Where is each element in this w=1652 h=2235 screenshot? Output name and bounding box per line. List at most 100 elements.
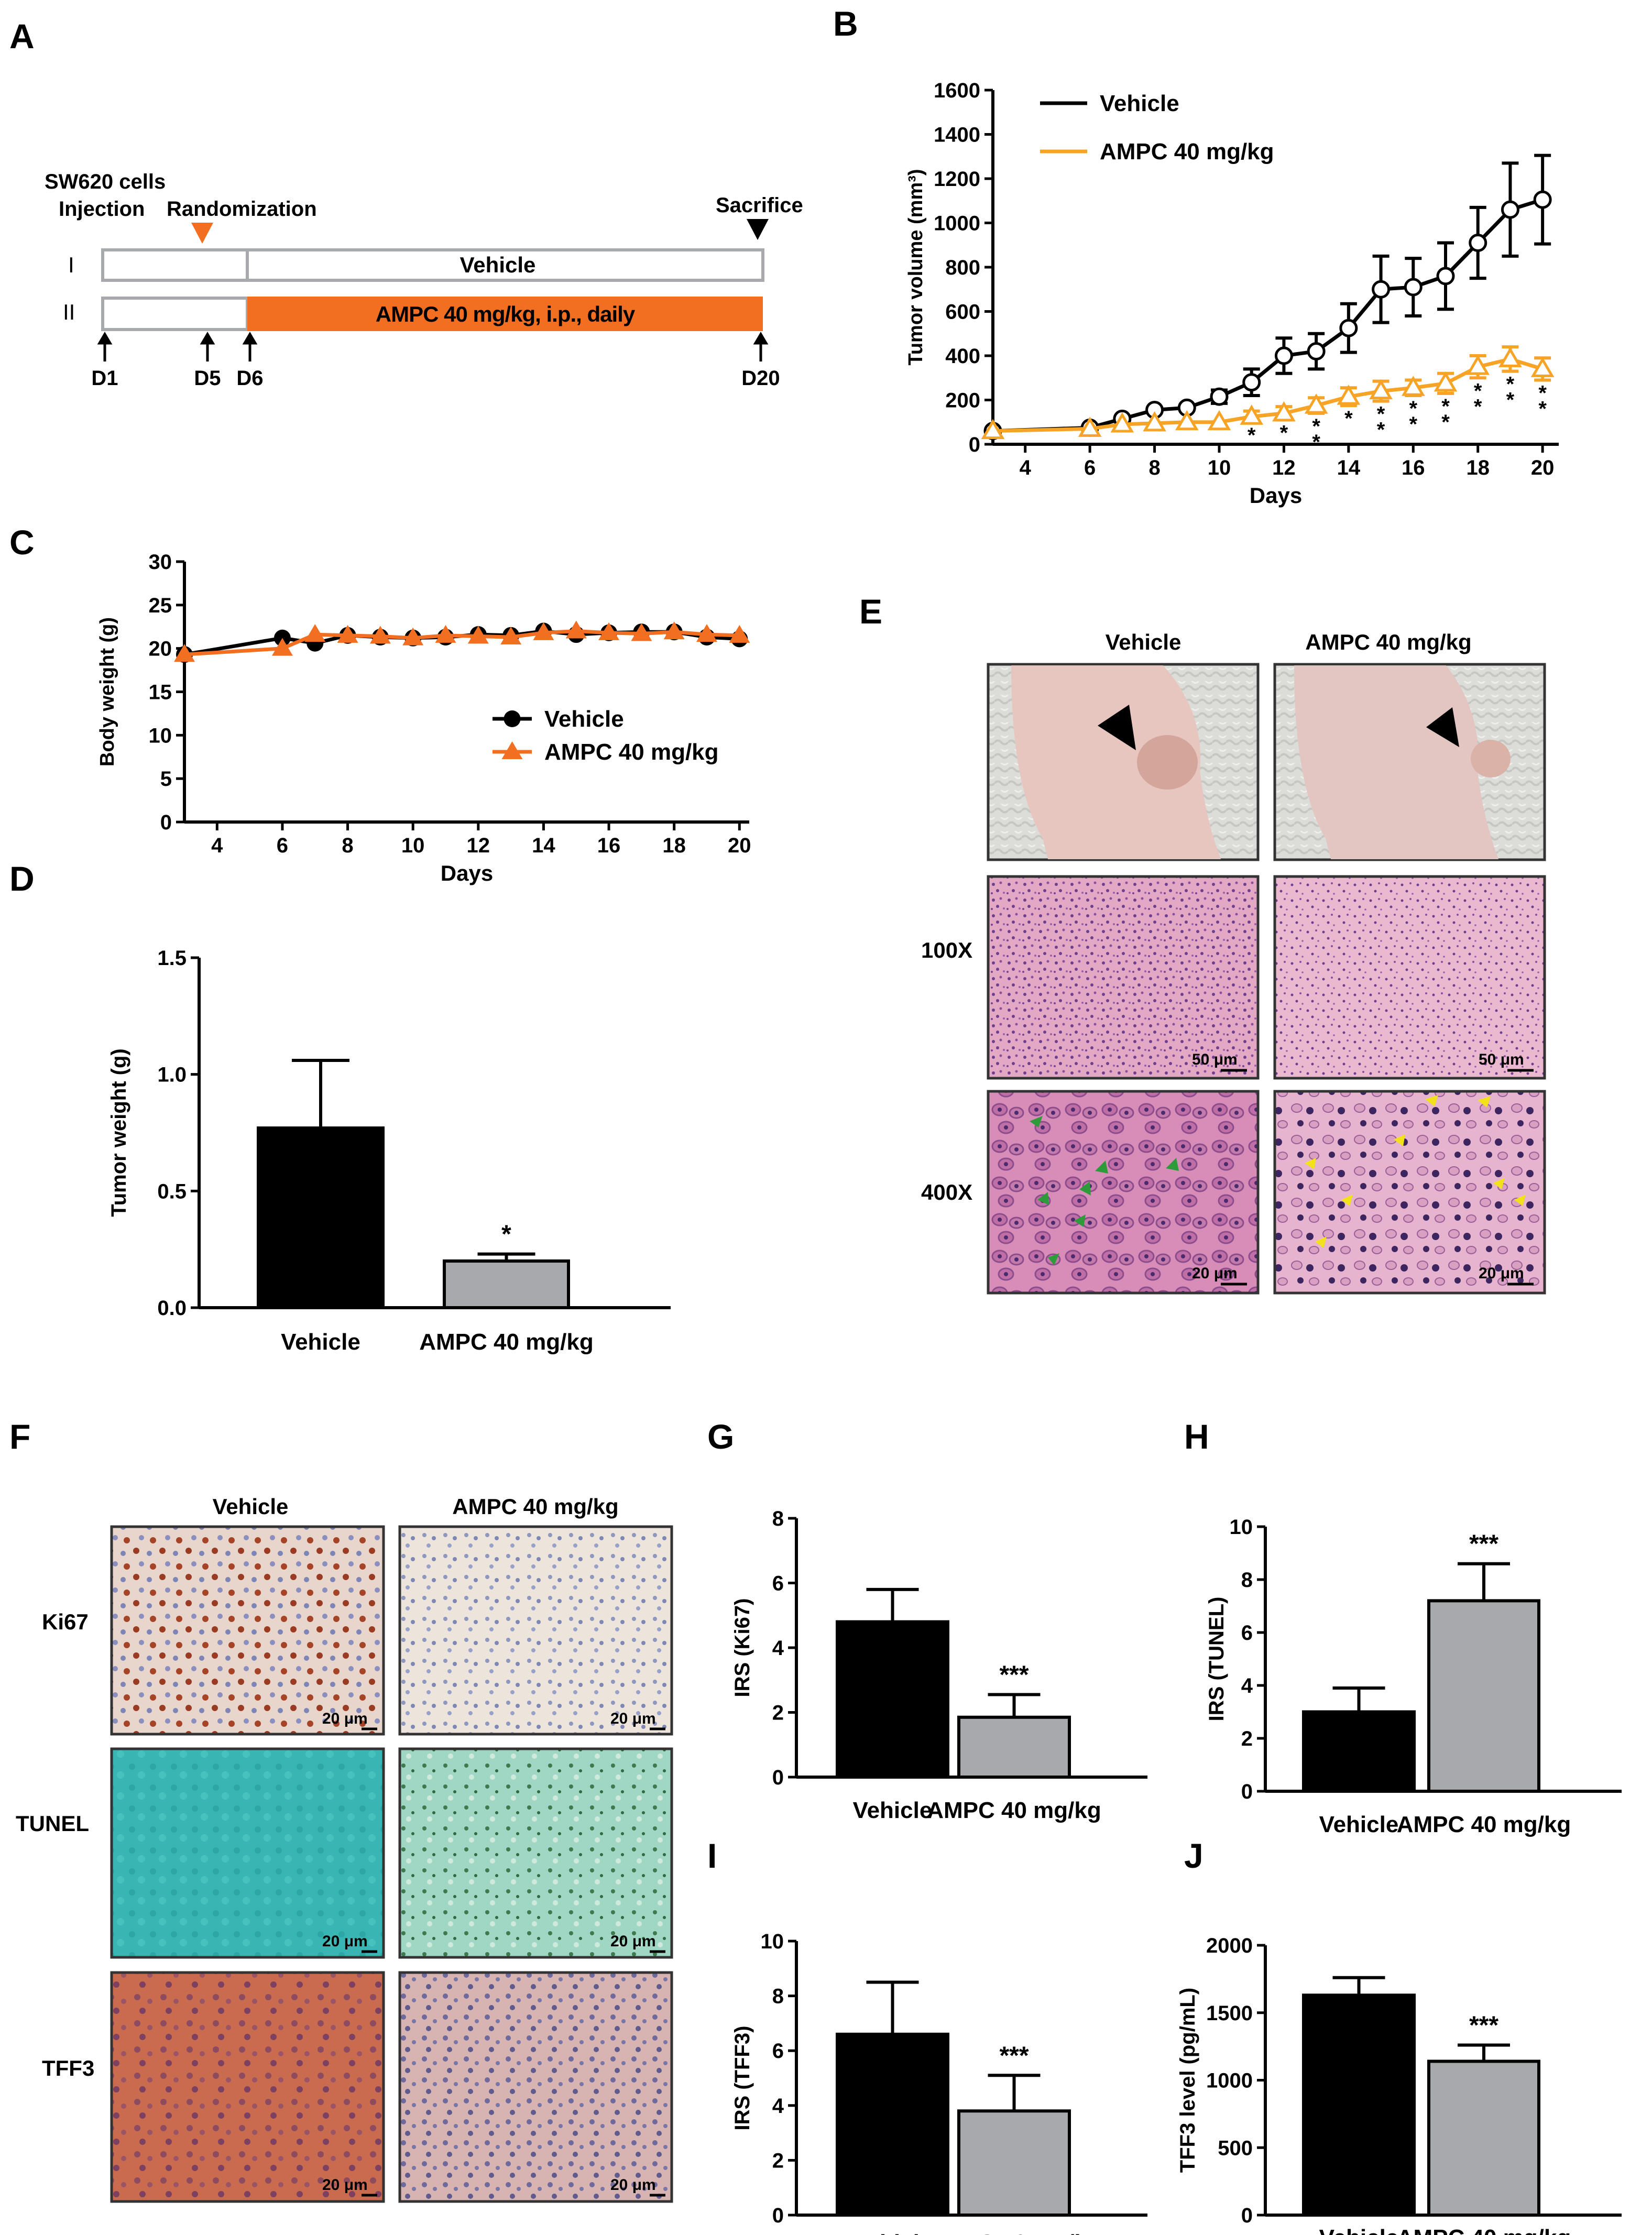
- category-label: AMPC 40 mg/kg: [419, 1329, 594, 1355]
- significance-marker: *: [1409, 397, 1417, 420]
- y-tick-label: 1.0: [157, 1064, 187, 1087]
- x-tick-label: 14: [1337, 456, 1361, 479]
- tff3-vehicle-image: [110, 1971, 385, 2203]
- data-point: [1210, 387, 1229, 406]
- timeline-day-d20: D20: [741, 367, 780, 390]
- panel-f-scale-labels: 20 μm 20 μm 20 μm 20 μm 20 μm 20 μm: [322, 1710, 656, 2194]
- bar: [836, 2032, 949, 2217]
- timeline-cells-label: SW620 cells: [45, 170, 166, 193]
- y-tick-label: 0: [160, 811, 172, 834]
- scale-400x-ampc: 20 μm: [1479, 1265, 1524, 1282]
- significance-marker: *: [1312, 431, 1320, 454]
- data-point: [631, 623, 652, 641]
- data-point: [337, 625, 358, 643]
- y-tick-label: 1000: [934, 212, 980, 235]
- panel-letter-h: H: [1184, 1417, 1209, 1456]
- y-tick-label: 1.5: [157, 947, 187, 970]
- significance-marker: ***: [1469, 1530, 1498, 1558]
- y-tick-label: 25: [149, 594, 172, 617]
- y-axis-label: IRS (Ki67): [731, 1598, 754, 1697]
- data-point: [1143, 411, 1166, 432]
- panel-letter-e: E: [859, 592, 882, 631]
- y-tick-label: 6: [772, 2040, 784, 2063]
- row-label-tunel: TUNEL: [16, 1811, 89, 1836]
- x-tick-label: 14: [532, 834, 555, 857]
- significance-marker: *: [501, 1221, 511, 1248]
- significance-marker: *: [1538, 381, 1547, 404]
- panel-letter-g: G: [707, 1417, 734, 1456]
- significance-marker: *: [1312, 415, 1320, 438]
- legend-label: AMPC 40 mg/kg: [544, 739, 719, 765]
- y-axis-label: Tumor weight (g): [107, 1048, 130, 1217]
- data-point: [435, 625, 456, 643]
- y-tick-label: 10: [149, 724, 172, 747]
- sacrifice-marker-icon: [747, 219, 769, 240]
- data-point: [1207, 410, 1231, 431]
- scale-tff3-ampc: 20 μm: [610, 2176, 656, 2194]
- timeline-injection-label: Injection: [59, 198, 145, 221]
- data-point: [1339, 319, 1358, 337]
- significance-marker: *: [1506, 389, 1515, 412]
- significance-marker: *: [1344, 407, 1353, 430]
- y-axis-label: TFF3 level (pg/mL): [1176, 1988, 1199, 2173]
- timeline-bar-1: [101, 248, 764, 282]
- panel-letter-a: A: [9, 17, 35, 56]
- scale-tunel-vehicle: 20 μm: [322, 1933, 368, 1950]
- y-tick-label: 4: [772, 2095, 784, 2118]
- x-tick-label: 6: [277, 834, 288, 857]
- y-tick-label: 8: [772, 1985, 784, 2008]
- panel-e-col-vehicle: Vehicle: [1106, 630, 1181, 654]
- scale-tunel-ampc: 20 μm: [610, 1933, 656, 1950]
- y-tick-label: 6: [772, 1572, 784, 1595]
- y-tick-label: 600: [945, 301, 980, 324]
- y-tick-label: 4: [772, 1637, 784, 1660]
- bar: [836, 1620, 949, 1779]
- data-point: [1436, 267, 1455, 286]
- y-tick-label: 5: [160, 768, 172, 791]
- data-point: [1498, 347, 1522, 367]
- series-line: [992, 357, 1544, 433]
- x-tick-label: 8: [342, 834, 353, 857]
- scale-ki67-ampc: 20 μm: [610, 1710, 656, 1727]
- panel-e-col-ampc: AMPC 40 mg/kg: [1305, 630, 1471, 654]
- x-tick-label: 20: [1531, 456, 1555, 479]
- y-tick-label: 0: [772, 1766, 784, 1789]
- x-tick-label: 18: [1466, 456, 1490, 479]
- scale-400x-vehicle: 20 μm: [1192, 1265, 1238, 1282]
- panel-f-ihc: Vehicle AMPC 40 mg/kg Ki67 TUNEL TFF3 20…: [16, 1494, 673, 2203]
- bar: [1302, 1993, 1416, 2217]
- row-label-100x: 100X: [921, 938, 972, 962]
- y-tick-label: 0: [1241, 1780, 1253, 1803]
- data-point: [1175, 410, 1199, 431]
- bar: [1302, 1710, 1416, 1793]
- data-point: [1307, 342, 1326, 361]
- y-tick-label: 0: [969, 433, 980, 456]
- legend-label: Vehicle: [1100, 91, 1179, 116]
- data-point: [174, 644, 195, 662]
- he-100x-ampc: [1273, 875, 1546, 1080]
- y-tick-label: 1600: [934, 79, 980, 102]
- significance-marker: *: [1474, 379, 1482, 402]
- data-point: [369, 626, 391, 644]
- legend-marker: [501, 741, 523, 759]
- timeline-day-d6: D6: [236, 367, 263, 390]
- y-tick-label: 0: [772, 2204, 784, 2227]
- timeline-sacrifice-label: Sacrifice: [716, 194, 803, 217]
- tumor-vehicle: [1137, 735, 1198, 790]
- timeline-bar-2-empty: [101, 297, 249, 331]
- chart-d-tumor-weight: 0.0 0.5 1.0 1.5 Tumor weight (g) Vehicle AMPC …: [107, 947, 671, 1355]
- tff3-ampc-image: [398, 1971, 673, 2203]
- data-point: [1337, 385, 1361, 405]
- data-point: [304, 624, 326, 642]
- he-100x-vehicle: [987, 875, 1260, 1080]
- data-point: [1078, 417, 1102, 437]
- data-point: [981, 419, 1005, 440]
- legend-marker: [504, 710, 521, 727]
- series-line: [992, 198, 1544, 433]
- panel-letter-i: I: [707, 1836, 717, 1875]
- timeline-bar-2-treatment: [247, 297, 763, 331]
